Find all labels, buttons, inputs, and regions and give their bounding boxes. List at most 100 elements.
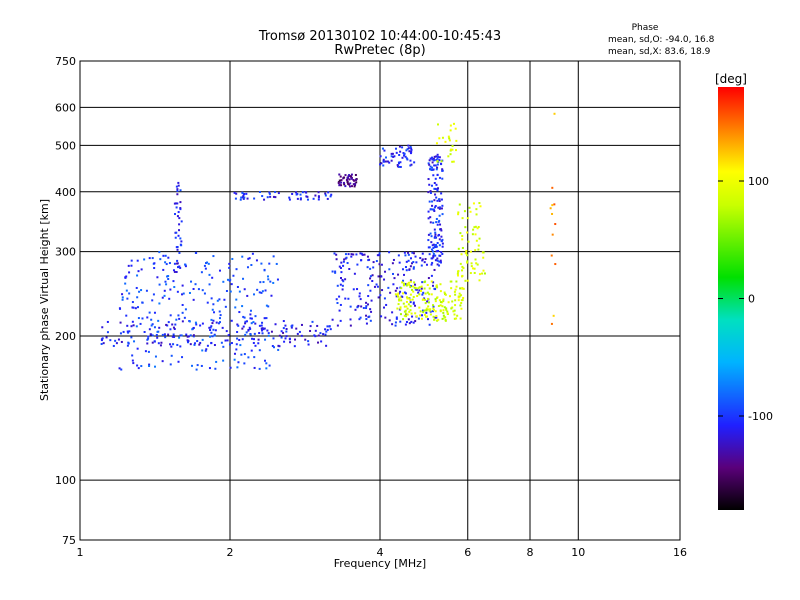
data-point	[440, 160, 443, 163]
data-point	[381, 289, 384, 292]
data-point	[366, 266, 369, 269]
data-point	[230, 342, 233, 345]
data-point	[405, 296, 408, 299]
data-point	[435, 296, 438, 299]
data-point	[169, 288, 172, 291]
data-point	[448, 139, 451, 142]
data-point	[433, 210, 436, 213]
data-point	[175, 318, 178, 321]
x-axis-label: Frequency [MHz]	[334, 557, 426, 570]
data-point	[358, 292, 361, 295]
data-point	[407, 297, 410, 300]
data-point	[268, 191, 271, 194]
data-point	[336, 301, 339, 304]
data-point	[423, 309, 426, 312]
data-point	[455, 280, 458, 283]
data-point	[365, 305, 368, 308]
data-point	[482, 256, 485, 259]
data-point	[101, 337, 104, 340]
data-point	[412, 252, 415, 255]
data-point	[157, 342, 160, 345]
data-point	[452, 122, 455, 125]
data-point	[428, 183, 431, 186]
data-point	[254, 344, 257, 347]
data-point	[431, 161, 434, 164]
data-point	[291, 192, 294, 195]
data-point	[153, 340, 156, 343]
data-point	[345, 256, 348, 259]
data-point	[121, 293, 124, 296]
data-point	[177, 181, 180, 184]
data-point	[405, 300, 408, 303]
data-point	[344, 253, 347, 256]
data-point	[206, 344, 209, 347]
data-point	[435, 245, 438, 248]
data-point	[391, 152, 394, 155]
data-point	[126, 330, 129, 333]
data-point	[178, 251, 181, 254]
data-point	[476, 263, 479, 266]
data-point	[209, 335, 212, 338]
data-point	[251, 337, 254, 340]
data-point	[441, 136, 444, 139]
data-point	[417, 287, 420, 290]
data-point	[140, 289, 143, 292]
data-point	[100, 339, 103, 342]
data-point	[428, 163, 431, 166]
data-point	[448, 295, 451, 298]
data-point	[325, 344, 328, 347]
data-point	[353, 179, 356, 182]
data-point	[371, 274, 374, 277]
data-point	[431, 261, 434, 264]
data-point	[553, 112, 556, 115]
data-point	[437, 155, 440, 158]
data-point	[475, 239, 478, 242]
data-point	[456, 314, 459, 317]
data-point	[195, 323, 198, 326]
data-point	[439, 228, 442, 231]
data-point	[252, 321, 255, 324]
data-point	[384, 160, 387, 163]
data-point	[127, 331, 130, 334]
data-point	[461, 286, 464, 289]
data-point	[383, 278, 386, 281]
data-point	[431, 310, 434, 313]
data-point	[138, 290, 141, 293]
data-point	[248, 326, 251, 329]
data-point	[468, 206, 471, 209]
data-point	[421, 258, 424, 261]
data-point	[434, 254, 437, 257]
data-point	[462, 287, 465, 290]
data-point	[252, 341, 255, 344]
data-point	[167, 275, 170, 278]
data-point	[554, 223, 557, 226]
data-point	[158, 302, 161, 305]
data-point	[432, 305, 435, 308]
data-point	[470, 265, 473, 268]
data-point	[236, 331, 239, 334]
data-point	[435, 142, 438, 145]
data-point	[455, 285, 458, 288]
x-tick-label: 1	[77, 546, 84, 559]
data-point	[176, 193, 179, 196]
data-point	[368, 315, 371, 318]
data-point	[339, 266, 342, 269]
data-point	[423, 261, 426, 264]
data-point	[427, 210, 430, 213]
data-point	[228, 343, 231, 346]
data-point	[241, 327, 244, 330]
y-tick-label: 200	[55, 330, 76, 343]
data-point	[464, 252, 467, 255]
data-point	[469, 210, 472, 213]
data-point	[409, 265, 412, 268]
data-point	[432, 308, 435, 311]
data-point	[334, 270, 337, 273]
data-point	[237, 324, 240, 327]
data-point	[451, 145, 454, 148]
data-point	[242, 315, 245, 318]
data-point	[426, 297, 429, 300]
data-point	[440, 229, 443, 232]
data-point	[261, 290, 264, 293]
data-point	[363, 253, 366, 256]
data-point	[127, 341, 130, 344]
